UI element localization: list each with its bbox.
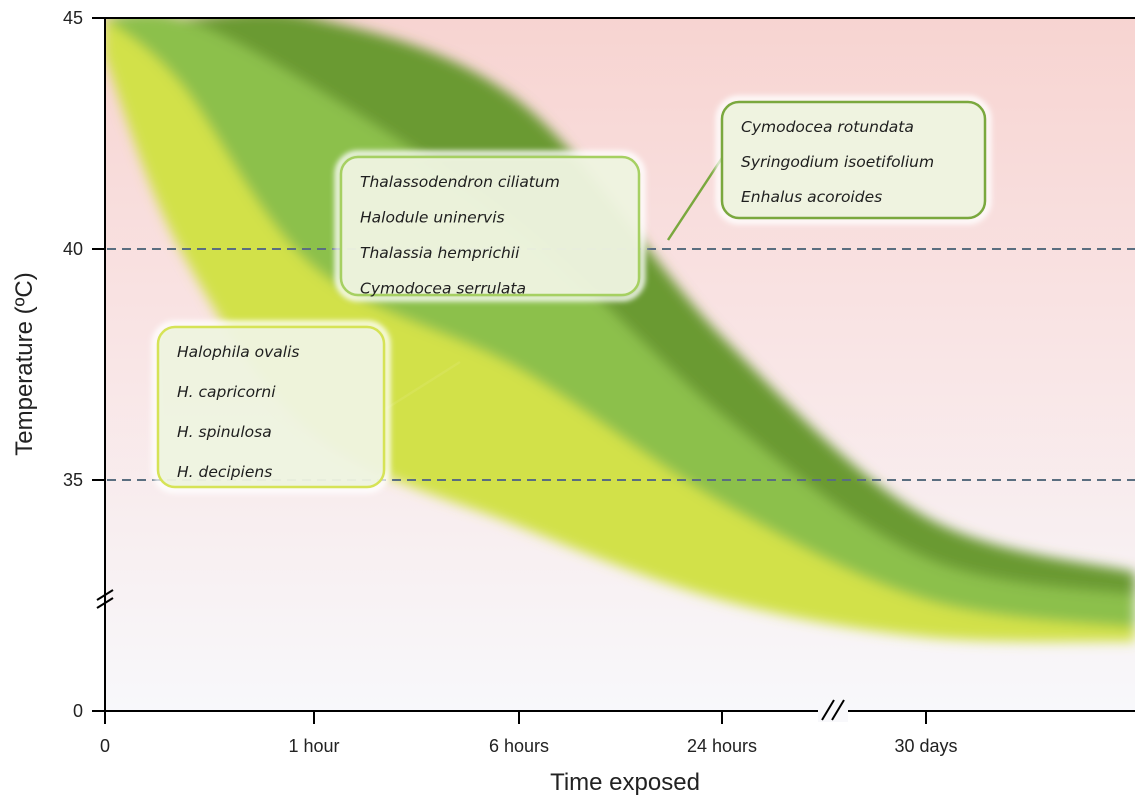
y-axis-title: Temperature (ºC)	[11, 272, 38, 455]
axes	[96, 17, 1135, 722]
x-ticks: 0 1 hour 6 hours 24 hours 30 days	[100, 711, 958, 756]
species-label: Halodule uninervis	[360, 209, 505, 227]
x-tick-label: 6 hours	[489, 736, 549, 756]
y-tick-label: 35	[63, 470, 83, 490]
callout-box	[720, 100, 987, 220]
callout-cymodocea-rotundata: Cymodocea rotundata Syringodium isoetifol…	[666, 96, 991, 241]
x-tick-label: 30 days	[894, 736, 957, 756]
y-tick-label: 40	[63, 239, 83, 259]
callout-box	[339, 155, 641, 297]
x-axis-break	[818, 699, 848, 722]
species-label: H. decipiens	[177, 463, 272, 481]
species-label: Halophila ovalis	[177, 343, 300, 361]
species-label: H. capricorni	[177, 383, 276, 401]
x-tick-label: 0	[100, 736, 110, 756]
callout-glow	[152, 321, 390, 493]
species-label: Cymodocea rotundata	[741, 118, 914, 136]
x-tick-label: 24 hours	[687, 736, 757, 756]
species-label: Syringodium isoetifolium	[741, 153, 934, 171]
x-tick-label: 1 hour	[288, 736, 339, 756]
callout-leader-line	[666, 157, 724, 241]
species-label: H. spinulosa	[177, 423, 272, 441]
y-tick-label: 45	[63, 8, 83, 28]
callout-glow	[335, 151, 645, 301]
callout-halophila: Halophila ovalis H. capricorni H. spinulos…	[152, 321, 461, 493]
species-label: Cymodocea serrulata	[360, 280, 526, 298]
band-cymodocea-rotundata	[104, 18, 1135, 596]
species-label: Enhalus acoroides	[741, 188, 882, 206]
y-ticks: 0 35 40 45	[63, 8, 105, 721]
y-axis-break	[96, 589, 114, 609]
species-label: Thalassodendron ciliatum	[360, 173, 560, 191]
species-label: Thalassia hemprichii	[360, 244, 520, 262]
callout-leader-line	[383, 360, 461, 412]
callout-glow	[716, 96, 991, 224]
x-axis-title: Time exposed	[550, 769, 700, 796]
species-groups: Halophila ovalis H. capricorni H. spinulos…	[152, 96, 991, 493]
callout-box	[156, 325, 386, 489]
callout-thalassodendron: Thalassodendron ciliatum Halodule uninerv…	[335, 151, 645, 301]
y-tick-label: 0	[73, 701, 83, 721]
